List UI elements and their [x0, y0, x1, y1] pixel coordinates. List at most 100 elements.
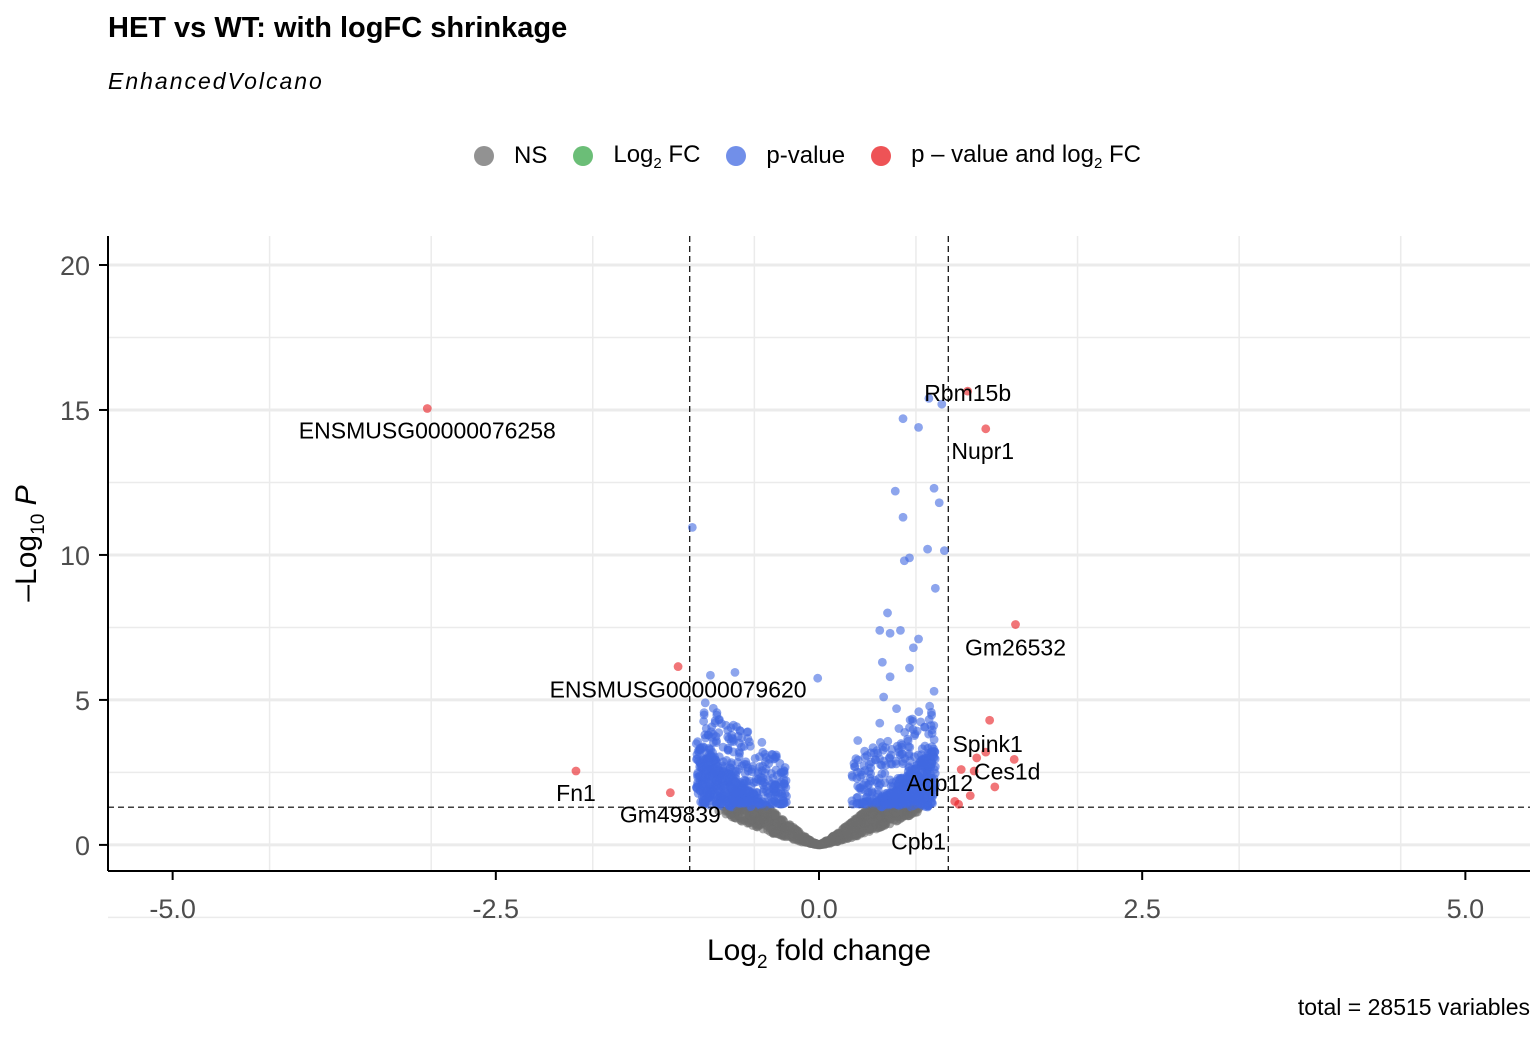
x-tick-label: -2.5	[473, 894, 520, 924]
pvalue-point	[875, 754, 884, 763]
pvalue-point	[900, 727, 910, 737]
pvalue-point	[911, 764, 920, 774]
pvalue-point	[879, 692, 889, 702]
point-label: Cpb1	[891, 828, 946, 854]
legend-item-log2fc: Log2 FC	[573, 140, 701, 172]
legend-item-ns: NS	[474, 142, 547, 170]
pvalue-point	[890, 486, 900, 496]
pvalue-point	[862, 751, 872, 760]
pvalue-point	[881, 761, 890, 770]
pvalue-point	[701, 733, 710, 743]
pvalue-point	[750, 753, 760, 763]
caption: total = 28515 variables	[1297, 994, 1530, 1020]
pvalue-point	[939, 546, 949, 556]
pvalue-point	[692, 770, 702, 780]
pvalue-point	[914, 634, 923, 644]
pvalue-point	[927, 742, 937, 752]
x-tick-label: 5.0	[1447, 894, 1485, 924]
ns-point	[784, 820, 794, 830]
pvalue-point	[923, 544, 932, 554]
pvalue-point	[745, 786, 754, 796]
significant-point	[963, 386, 973, 396]
pvalue-point	[929, 686, 939, 696]
pvalue-point	[723, 773, 733, 782]
ns-point	[794, 831, 803, 841]
pvalue-point	[926, 707, 936, 717]
pvalue-point	[896, 625, 905, 635]
pvalue-point	[903, 736, 913, 746]
pvalue-point	[712, 708, 722, 718]
pvalue-point	[713, 762, 723, 772]
significant-point	[1011, 620, 1020, 629]
pvalue-point	[878, 792, 888, 802]
cutoff-lines	[108, 236, 1530, 871]
pvalue-point	[714, 715, 724, 725]
pvalue-point	[749, 778, 759, 787]
pvalue-point	[883, 608, 892, 618]
legend-swatch-both	[871, 145, 892, 166]
pvalue-point	[898, 749, 907, 759]
pvalue-point	[901, 799, 911, 809]
significant-point	[956, 765, 966, 774]
pvalue-point	[732, 767, 741, 776]
x-tick-label: 2.5	[1123, 894, 1161, 924]
pvalue-point	[847, 772, 857, 782]
legend-swatch-ns	[474, 146, 494, 166]
pvalue-point	[714, 752, 724, 762]
y-tick-label: 10	[60, 541, 90, 571]
pvalue-point	[916, 717, 926, 727]
ns-point	[850, 826, 860, 835]
pvalue-point	[894, 785, 904, 794]
legend-label-pvalue: p-value	[766, 142, 846, 169]
y-tick-label: 15	[60, 396, 90, 426]
point-label: Rbm15b	[924, 380, 1011, 406]
pvalue-point	[699, 716, 709, 726]
point-label: ENSMUSG00000079620	[550, 677, 807, 703]
pvalue-point	[914, 707, 924, 717]
pvalue-point	[924, 393, 934, 403]
point-labels: ENSMUSG00000076258 Rbm15b Nupr1 Gm26532 ENSM…	[299, 380, 1066, 854]
ns-point	[799, 837, 809, 846]
pvalue-point	[927, 773, 937, 783]
x-tick-label: -5.0	[149, 894, 196, 924]
significant-point	[972, 753, 982, 763]
pvalue-point	[891, 759, 901, 769]
pvalue-point	[856, 785, 866, 794]
pvalue-point	[898, 414, 908, 424]
ns-point	[873, 814, 883, 823]
ns-point	[764, 817, 774, 827]
significant-point	[1009, 754, 1019, 764]
grid-lines	[107, 236, 1530, 919]
ns-point	[747, 815, 757, 825]
pvalue-point	[705, 796, 714, 806]
chart-title: HET vs WT: with logFC shrinkage	[108, 12, 568, 44]
pvalue-point	[708, 748, 718, 757]
pvalue-point	[875, 625, 885, 635]
pvalue-point	[890, 791, 899, 801]
pvalue-point	[866, 757, 876, 767]
point-label: Nupr1	[951, 438, 1014, 464]
pvalue-point	[929, 483, 939, 493]
pvalue-point	[687, 523, 697, 532]
pvalue-point	[743, 727, 753, 737]
legend-label-log2fc: Log2 FC	[613, 140, 701, 172]
pvalue-point	[904, 749, 914, 759]
pvalue-point	[740, 776, 750, 786]
pvalue-point	[758, 761, 768, 771]
pvalue-point	[766, 791, 775, 801]
pvalue-point	[847, 796, 857, 806]
ns-point	[857, 827, 867, 837]
significant-point	[981, 424, 991, 434]
pvalue-point	[769, 784, 778, 794]
pvalue-point	[927, 729, 937, 738]
ns-point	[880, 821, 889, 830]
pvalue-point	[902, 780, 912, 790]
significant-point	[985, 715, 995, 725]
pvalue-point	[757, 737, 767, 747]
pvalue-point	[851, 754, 861, 764]
pvalue-point	[907, 793, 917, 803]
pvalue-point	[880, 769, 890, 778]
ns-point	[826, 835, 836, 844]
pvalue-point	[713, 784, 723, 794]
point-label: Fn1	[556, 780, 596, 806]
